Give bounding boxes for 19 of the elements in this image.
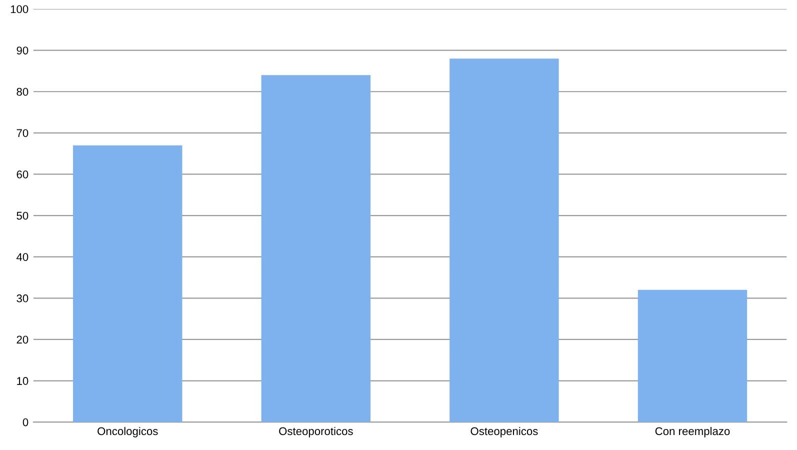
y-tick-label: 70 bbox=[16, 129, 28, 138]
y-tick-label: 0 bbox=[22, 418, 28, 426]
y-tick-label: 80 bbox=[16, 88, 28, 96]
x-tick-label: Osteoporoticos bbox=[279, 426, 353, 438]
bar bbox=[73, 145, 182, 422]
x-tick-label: Con reemplazo bbox=[655, 426, 730, 438]
y-tick-label: 50 bbox=[16, 212, 28, 220]
y-tick-label: 20 bbox=[16, 336, 28, 344]
x-tick-label: Oncologicos bbox=[98, 426, 158, 438]
y-tick-label: 100 bbox=[10, 5, 28, 14]
y-tick-label: 90 bbox=[16, 46, 28, 54]
y-tick-label: 30 bbox=[16, 294, 28, 302]
bar bbox=[450, 58, 559, 422]
bar bbox=[638, 290, 748, 422]
bar bbox=[261, 75, 371, 422]
y-tick-label: 40 bbox=[16, 253, 28, 261]
y-tick-label: 60 bbox=[16, 170, 28, 178]
y-tick-label: 10 bbox=[17, 377, 28, 385]
x-tick-label: Osteopenicos bbox=[470, 426, 538, 438]
